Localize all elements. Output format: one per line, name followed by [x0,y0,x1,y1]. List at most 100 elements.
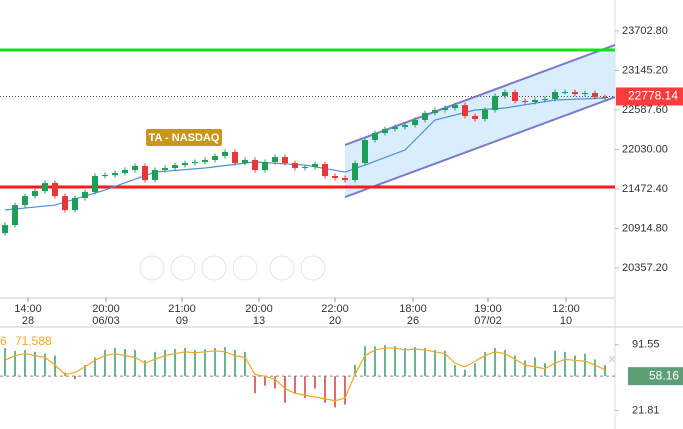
histogram-bar [154,351,156,377]
candle-body [382,129,388,134]
x-tick-label: 18:00 [399,303,427,315]
x-tick-label: 14:00 [14,303,42,315]
nav-button[interactable] [232,255,258,281]
candle-body [342,178,348,181]
candle-body [72,198,78,211]
candle-body [492,96,498,111]
candle-body [2,225,8,234]
candle-body [292,163,298,169]
histogram-bar [254,376,256,394]
histogram-bar [84,365,86,377]
candle-body [552,92,558,100]
histogram-bar [224,347,226,377]
histogram-bar [604,365,606,377]
candle-body [92,176,98,193]
histogram-bar [484,351,486,377]
candle-body [412,119,418,126]
x-tick-date: 28 [22,315,34,327]
candle-body [362,140,368,164]
histogram-bar [264,376,266,386]
x-tick-label: 22:00 [321,303,349,315]
candle-body [312,164,318,168]
x-tick-date: 20 [329,315,341,327]
histogram-bar [284,376,286,403]
nav-button[interactable] [300,255,326,281]
histogram-bar [34,351,36,377]
candle-body [242,160,248,164]
candle-body [172,165,178,169]
y-tick-label: 22030.00 [622,143,668,155]
histogram-bar [304,376,306,398]
candle-body [302,167,308,169]
histogram-bar [74,376,76,380]
y-tick-label: 91.55 [632,339,660,351]
histogram-bar [414,347,416,377]
histogram-bar [144,360,146,377]
nav-button[interactable] [201,255,227,281]
histogram-bar [344,376,346,405]
candle-body [122,170,128,174]
candle-body [572,92,578,94]
histogram-bar [134,349,136,377]
candle-body [322,164,328,177]
x-tick-date: 09 [176,315,188,327]
y-tick-label: 21.81 [632,404,660,416]
candle-body [132,166,138,171]
candle-body [532,100,538,103]
candle-body [42,183,48,192]
histogram-bar [584,353,586,377]
candle-body [332,176,338,179]
channel-line [344,96,616,198]
candle-body [252,160,258,171]
histogram-bar [514,355,516,377]
candle-body [462,105,468,117]
x-tick-date: 26 [407,315,419,327]
histogram-bar [424,348,426,377]
histogram-bar [504,349,506,377]
x-tick-date: 07/02 [474,315,502,327]
channel-fill [345,44,615,198]
candle-body [392,127,398,130]
candle-body [582,93,588,95]
histogram-bar [574,355,576,377]
candle-body [442,108,448,111]
oscillator-line [4,347,606,402]
histogram-bar [294,376,296,394]
histogram-bar [544,363,546,377]
y-tick-label: 23702.80 [622,25,668,37]
candle-body [602,97,608,99]
candle-body [12,205,18,226]
candle-body [522,101,528,103]
x-tick-label: 19:00 [474,303,502,315]
candle-body [452,105,458,109]
histogram-bar [44,353,46,377]
candle-body [232,152,238,164]
candle-body [222,152,228,157]
candle-body [282,157,288,164]
histogram-bar [174,349,176,377]
histogram-bar [474,363,476,377]
candle-body [422,113,428,120]
y-tick-label: 21472.40 [622,183,668,195]
histogram-bar [384,345,386,377]
candle-body [262,161,268,171]
last-price-label: 22778.14 [628,89,678,103]
nav-button[interactable] [139,255,165,281]
nav-button[interactable] [170,255,196,281]
annotation-box [146,129,222,146]
close-button[interactable]: × [608,351,617,368]
candle-body [402,125,408,128]
candle-body [202,160,208,162]
histogram-bar [454,365,456,377]
histogram-bar [194,349,196,377]
histogram-bar [404,348,406,377]
histogram-bar [324,376,326,403]
candle-body [212,156,218,161]
histogram-bar [104,349,106,377]
histogram-bar [334,376,336,408]
histogram-bar [14,350,16,377]
candle-body [52,183,58,197]
histogram-bar [274,376,276,389]
nav-button[interactable] [269,255,295,281]
